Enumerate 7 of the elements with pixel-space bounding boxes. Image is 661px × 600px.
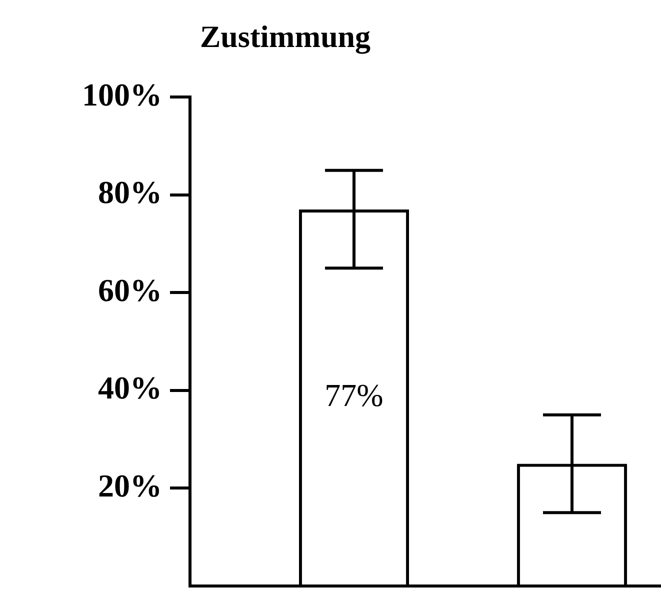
y-tick-label: 20% xyxy=(98,467,162,504)
y-tick-label: 40% xyxy=(98,370,162,406)
y-tick-label: 100% xyxy=(82,76,162,112)
y-tick-label: 80% xyxy=(98,174,162,210)
chart-title: Zustimmung xyxy=(200,19,371,55)
y-tick-label: 60% xyxy=(98,272,162,308)
data-label: 77% xyxy=(324,377,384,414)
